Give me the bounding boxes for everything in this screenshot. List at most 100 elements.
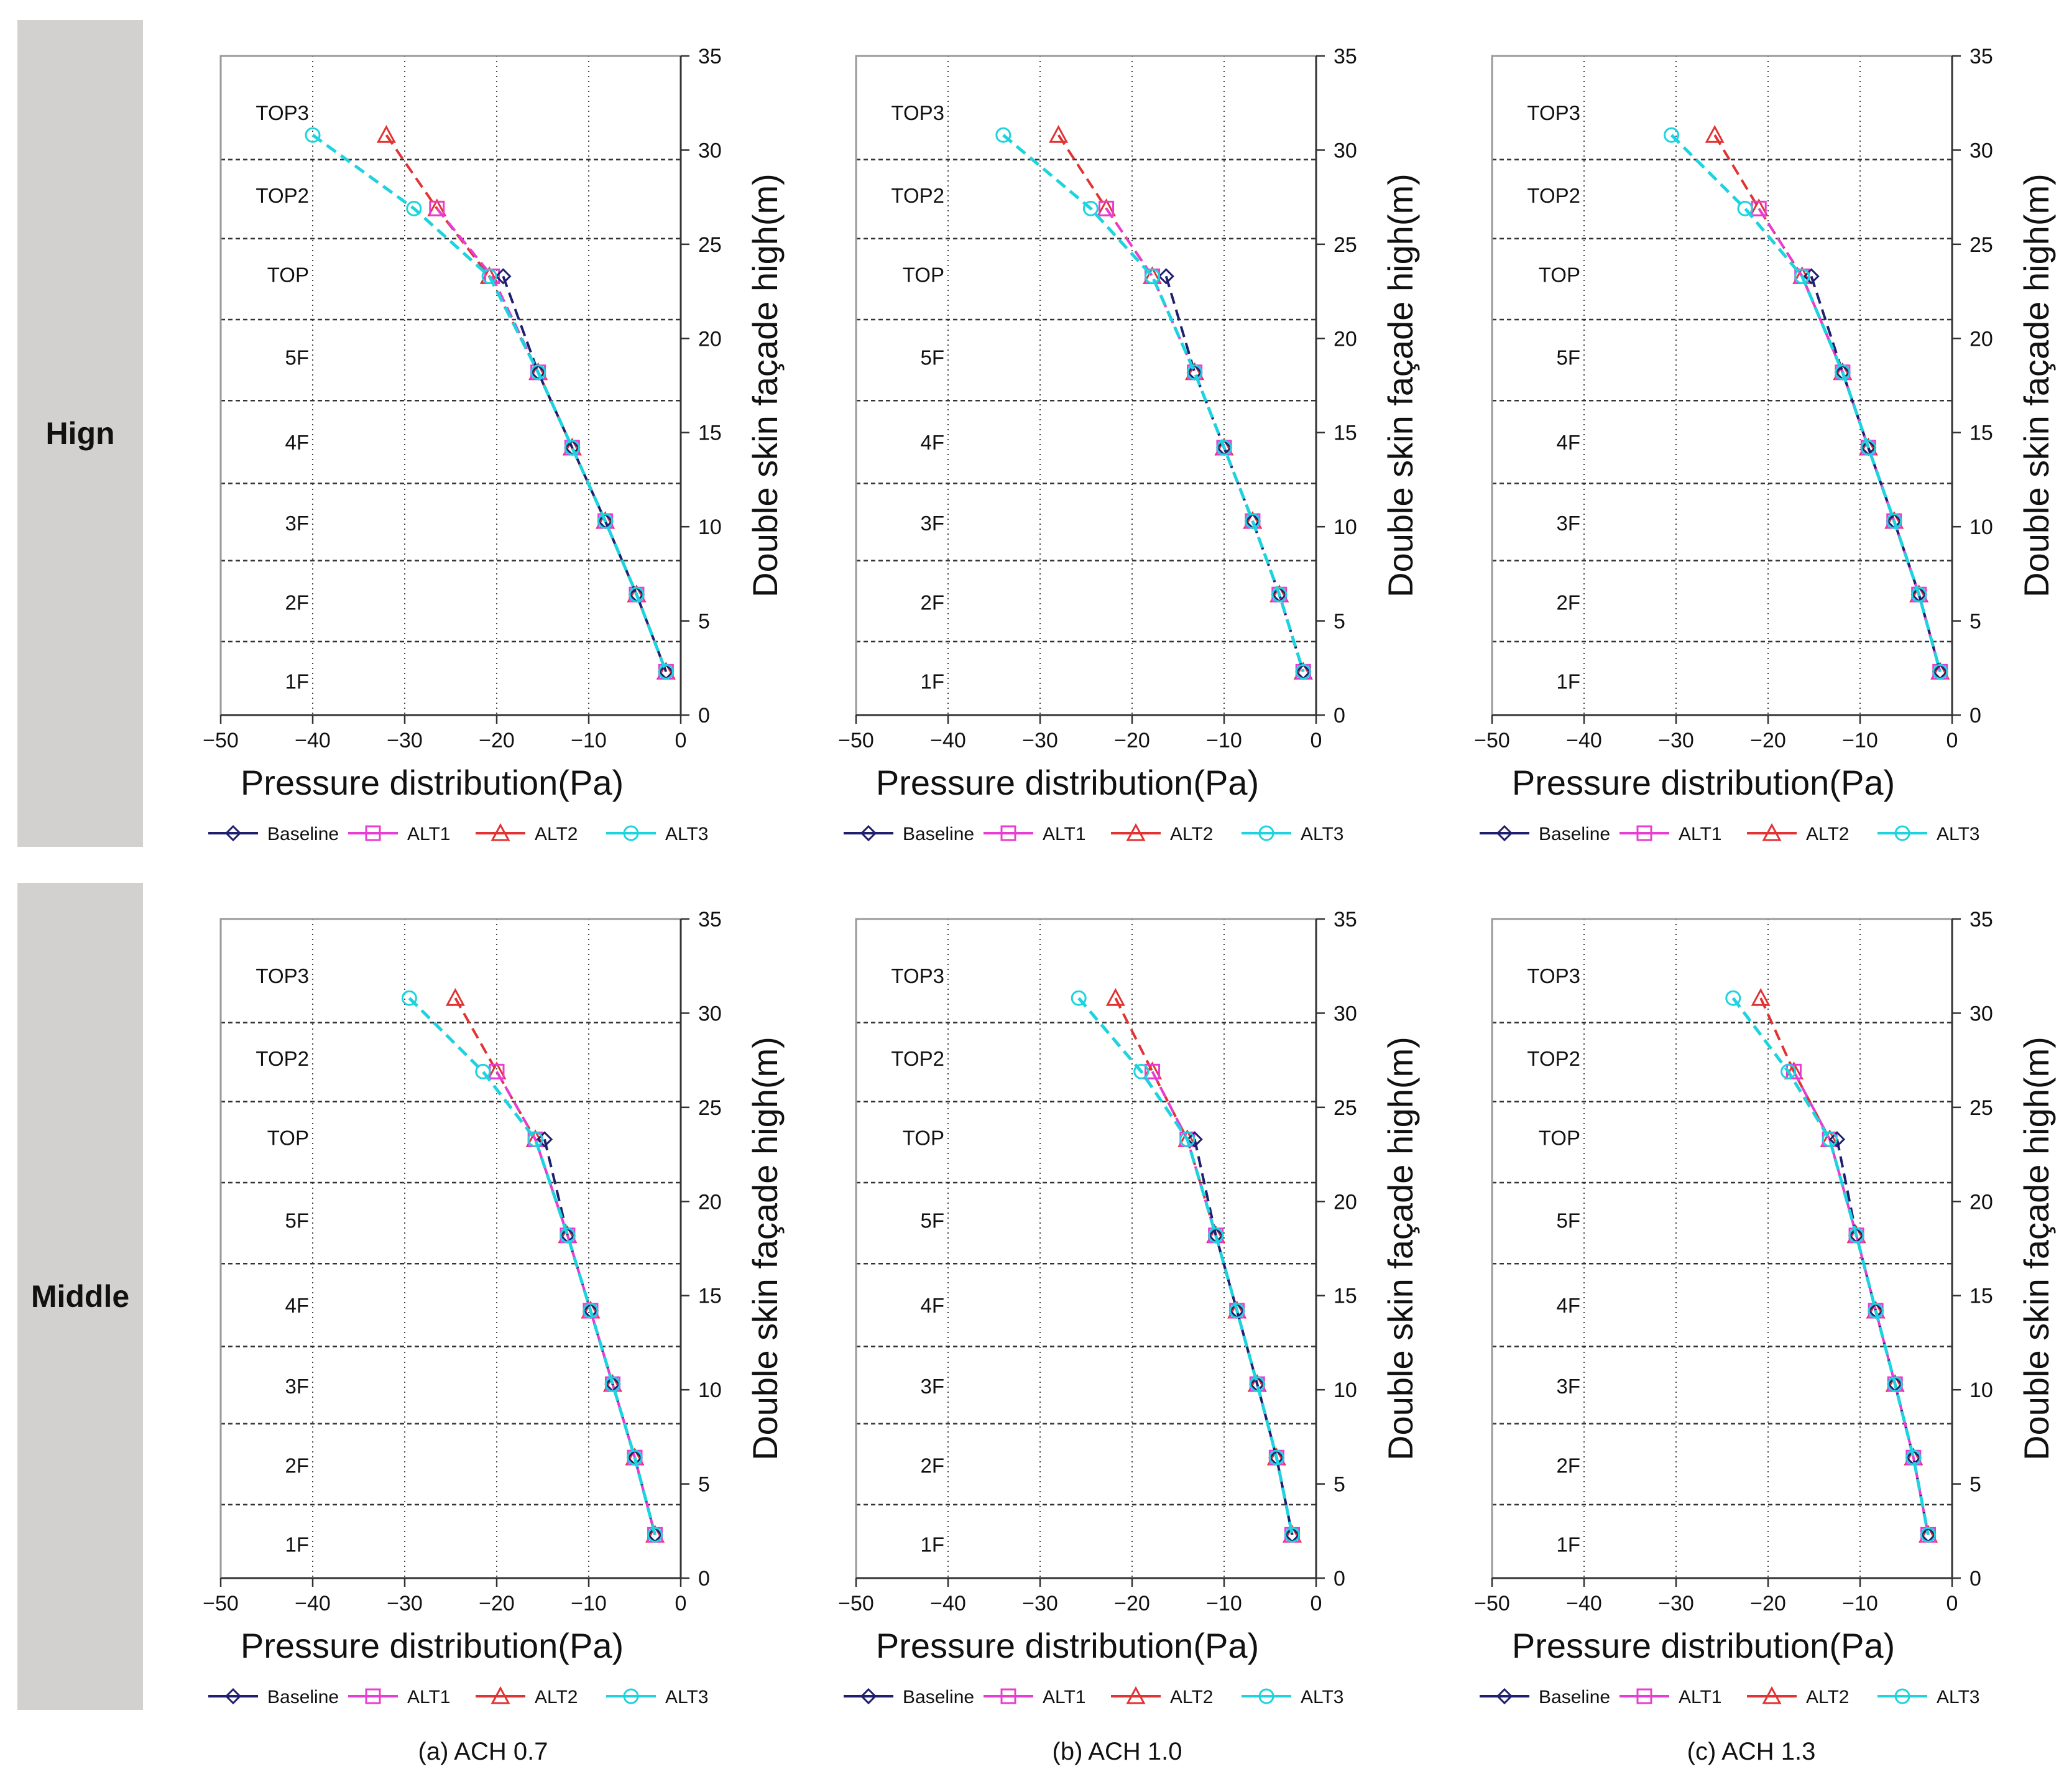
y-tick-label: 35 (1970, 45, 1993, 68)
floor-label: 2F (920, 1454, 944, 1477)
data-point (995, 127, 1011, 143)
floor-label: 3F (1556, 512, 1580, 535)
y-tick-label: 35 (1970, 908, 1993, 931)
legend-marker (1636, 1688, 1652, 1704)
x-tick-label: 0 (1311, 729, 1322, 752)
plot-frame (855, 918, 1317, 1579)
y-tick-label: 5 (1970, 1473, 1981, 1497)
x-axis-title: Pressure distribution(Pa) (1512, 1626, 1895, 1665)
data-point (1133, 1063, 1149, 1079)
y-tick-label: 35 (698, 45, 722, 68)
x-tick-label: −30 (387, 1592, 423, 1615)
floor-label: 2F (920, 591, 944, 614)
series-alt3 (1664, 127, 1948, 680)
floor-label: 1F (285, 670, 309, 693)
legend-label: ALT1 (1043, 1687, 1085, 1707)
data-point (1794, 268, 1810, 284)
chart-5: −50 −40 −30 −20 −10 00 5 10 15 20 25 30 35 1F 2F 3F 4F 5F… (838, 908, 1420, 1707)
x-tick-label: −30 (1658, 1592, 1694, 1615)
floor-label: 1F (1556, 670, 1580, 693)
series-alt1 (1751, 200, 1948, 680)
legend-label: Baseline (903, 824, 974, 844)
y-tick-label: 20 (1334, 1190, 1357, 1214)
data-point (1725, 990, 1741, 1006)
y-tick-label: 20 (698, 327, 722, 351)
x-tick-label: −50 (1474, 729, 1510, 752)
data-point (527, 1131, 543, 1147)
legend-item-alt3: ALT3 (606, 824, 708, 844)
legend-item-alt3: ALT3 (1877, 824, 1979, 844)
floor-label: 4F (285, 1294, 309, 1317)
legend-marker (1126, 823, 1146, 841)
x-tick-label: −20 (1750, 729, 1786, 752)
data-point (1249, 1376, 1265, 1392)
data-point (1848, 1227, 1864, 1244)
data-point (1145, 1063, 1161, 1079)
y-tick-label: 25 (1334, 1096, 1357, 1120)
y-tick-label: 15 (1334, 422, 1357, 445)
floor-label: 4F (1556, 431, 1580, 454)
floor-label: TOP2 (256, 184, 309, 207)
x-tick-label: −50 (203, 1592, 239, 1615)
legend-item-alt1: ALT1 (348, 1687, 450, 1707)
legend-item-alt3: ALT3 (1877, 1687, 1979, 1707)
data-point (1905, 1449, 1922, 1466)
y-tick-label: 0 (1334, 1567, 1345, 1591)
legend-marker (1894, 1688, 1910, 1704)
y-tick-label: 10 (1334, 515, 1357, 539)
data-point (658, 663, 674, 680)
floor-label: TOP2 (1527, 1047, 1580, 1070)
floor-label: TOP (903, 1126, 944, 1149)
y-axis-title: Double skin façade high(m) (745, 1037, 785, 1461)
y-axis-title: Double skin façade high(m) (745, 173, 785, 598)
legend-marker (365, 825, 381, 841)
floor-label: 3F (285, 512, 309, 535)
data-point (1835, 364, 1851, 381)
floor-label: TOP (1539, 263, 1580, 286)
y-tick-label: 10 (1970, 1379, 1993, 1402)
floor-label: 5F (920, 346, 944, 369)
legend-item-baseline: Baseline (844, 1687, 974, 1707)
data-point (1099, 200, 1115, 216)
legend-item-alt2: ALT2 (1747, 1686, 1849, 1707)
x-tick-label: −20 (1114, 1592, 1150, 1615)
y-tick-label: 15 (698, 422, 722, 445)
data-point (445, 988, 465, 1006)
floor-label: TOP3 (891, 101, 944, 124)
data-point (629, 586, 645, 603)
data-point (1828, 1131, 1846, 1148)
data-point (495, 268, 512, 285)
floor-label: TOP (903, 263, 944, 286)
plot-frame (1491, 55, 1953, 716)
x-tick-label: −20 (479, 729, 515, 752)
floor-label: 5F (1556, 1209, 1580, 1232)
floor-label: TOP3 (891, 964, 944, 987)
series-alt1 (1099, 200, 1311, 680)
floor-label: TOP3 (1527, 101, 1580, 124)
data-point (406, 200, 422, 216)
x-tick-label: 0 (1311, 1592, 1322, 1615)
y-tick-label: 25 (1334, 233, 1357, 257)
legend-item-alt3: ALT3 (1242, 1687, 1343, 1707)
data-point (481, 268, 497, 284)
x-tick-label: −30 (387, 729, 423, 752)
caption-ach-1-3: (c) ACH 1.3 (1687, 1738, 1816, 1765)
data-point (627, 1449, 643, 1466)
y-tick-label: 10 (698, 1379, 722, 1402)
floor-label: 4F (285, 431, 309, 454)
floor-label: 2F (1556, 591, 1580, 614)
legend-item-baseline: Baseline (844, 824, 974, 844)
y-tick-label: 25 (1970, 1096, 1993, 1120)
x-tick-label: −40 (930, 729, 966, 752)
chart-3: −50 −40 −30 −20 −10 00 5 10 15 20 25 30 35 1F 2F 3F 4F 5F… (1474, 45, 2056, 844)
x-tick-label: −30 (1022, 729, 1058, 752)
legend-label: ALT3 (1937, 824, 1979, 844)
y-tick-label: 20 (1970, 1190, 1993, 1214)
data-point (1860, 440, 1876, 456)
data-point (1271, 586, 1288, 603)
series-alt1 (489, 1063, 663, 1543)
floor-label: 5F (920, 1209, 944, 1232)
floor-label: 5F (1556, 346, 1580, 369)
floor-label: 1F (285, 1533, 309, 1556)
series-alt1 (429, 200, 674, 680)
